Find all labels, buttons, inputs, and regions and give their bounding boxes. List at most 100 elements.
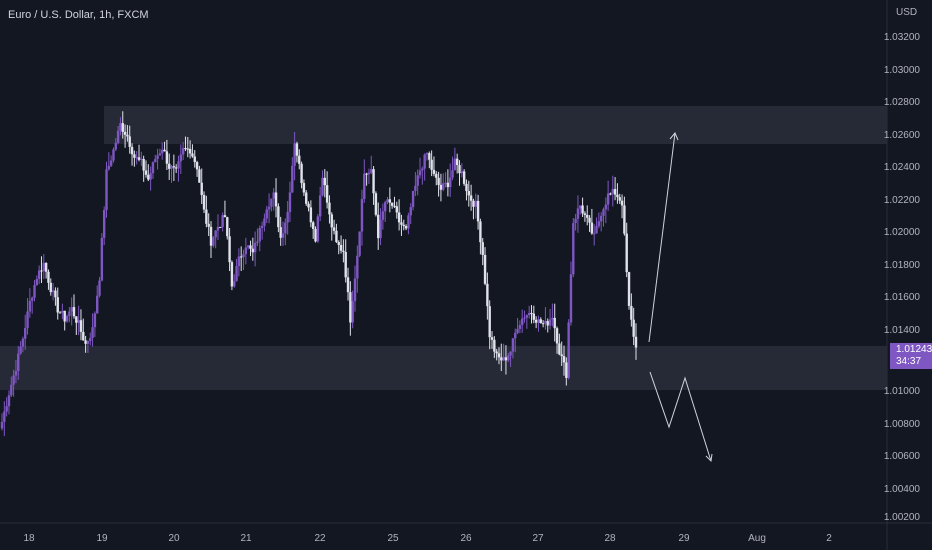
- candle-body: [116, 130, 120, 143]
- y-tick-label: 1.01800: [883, 260, 920, 271]
- candle-body: [579, 205, 582, 209]
- candle-body: [418, 170, 422, 176]
- candle-body: [479, 221, 482, 243]
- y-tick-label: 1.03200: [883, 32, 920, 43]
- candle-body: [28, 300, 32, 312]
- candle-body: [135, 157, 138, 159]
- candle-body: [316, 216, 320, 242]
- candle-body: [149, 173, 152, 180]
- candle-body: [613, 189, 617, 195]
- candle-body: [249, 245, 252, 249]
- candle-body: [65, 316, 69, 322]
- candle-body: [161, 149, 164, 154]
- candle-body: [251, 248, 255, 253]
- candle-body: [77, 320, 80, 323]
- candle-body: [253, 242, 257, 253]
- candle-body: [423, 154, 426, 169]
- candle-body: [337, 242, 340, 245]
- candle-body: [616, 194, 619, 198]
- candle-body: [323, 177, 327, 186]
- candle-body: [305, 192, 308, 204]
- candle-body: [342, 250, 345, 252]
- candle-body: [68, 311, 71, 317]
- y-tick-label: 1.03000: [883, 65, 920, 76]
- candle-body: [321, 177, 324, 196]
- x-tick-label: 19: [96, 533, 108, 544]
- candle-body: [274, 192, 278, 207]
- candle-body: [284, 222, 287, 234]
- candle-body: [611, 189, 614, 194]
- symbol-title[interactable]: Euro / U.S. Dollar, 1h, FXCM: [8, 9, 149, 21]
- x-tick-label: Aug: [748, 533, 766, 544]
- candle-body: [51, 290, 55, 293]
- candle-body: [328, 202, 331, 215]
- candle-body: [17, 353, 20, 372]
- candle-body: [451, 170, 454, 178]
- support-zone[interactable]: [0, 346, 887, 390]
- candle-body: [107, 165, 111, 170]
- candle-body: [507, 355, 510, 361]
- candle-body: [246, 245, 250, 248]
- candle-body: [437, 177, 440, 185]
- candle-body: [574, 218, 577, 224]
- projection-arrow-up[interactable]: [648, 132, 679, 343]
- candle-body: [58, 312, 62, 314]
- candle-body: [288, 192, 292, 212]
- candle-body: [277, 206, 280, 228]
- candle-body: [390, 202, 394, 206]
- candle-body: [581, 205, 584, 214]
- candle-body: [502, 357, 505, 361]
- candle-body: [133, 154, 136, 158]
- candle-body: [137, 157, 141, 160]
- candle-body: [44, 262, 48, 272]
- candle-body: [61, 310, 64, 313]
- projection-arrow-zigzag[interactable]: [649, 371, 713, 463]
- candle-body: [281, 233, 285, 238]
- candle-body: [260, 225, 264, 229]
- candle-body: [219, 226, 222, 228]
- candle-body: [493, 339, 496, 352]
- x-tick-label: 20: [168, 533, 180, 544]
- candle-body: [54, 290, 57, 298]
- resistance-zone[interactable]: [104, 106, 887, 144]
- candle-body: [214, 230, 217, 238]
- candle-body: [400, 222, 403, 225]
- candle-body: [179, 154, 183, 162]
- candle-body: [567, 322, 570, 378]
- candle-body: [198, 169, 201, 183]
- candle-body: [625, 233, 628, 273]
- candle-body: [388, 199, 392, 203]
- candle-body: [562, 356, 566, 363]
- candle-body: [597, 221, 601, 227]
- candle-body: [488, 306, 491, 338]
- candle-body: [430, 159, 433, 170]
- candle-body: [7, 395, 11, 407]
- candle-body: [467, 191, 470, 196]
- candle-body: [548, 319, 552, 326]
- candle-body: [119, 123, 122, 131]
- y-tick-label: 1.00600: [883, 451, 920, 462]
- candle-body: [112, 149, 115, 161]
- candle-body: [228, 236, 231, 263]
- candle-body: [311, 222, 315, 229]
- candle-body: [544, 321, 547, 324]
- candle-body: [483, 254, 487, 284]
- candle-body: [532, 313, 536, 320]
- candle-body: [527, 312, 531, 316]
- candle-body: [490, 337, 494, 340]
- candle-body: [476, 200, 480, 222]
- candle-body: [551, 317, 554, 320]
- candle-body: [335, 230, 338, 243]
- candle-body: [372, 169, 375, 194]
- candle-body: [96, 295, 99, 314]
- candle-body: [486, 283, 489, 307]
- candle-body: [151, 162, 155, 174]
- candle-body: [511, 338, 515, 352]
- candle-body: [279, 227, 282, 238]
- candle-body: [606, 193, 610, 205]
- candle-body: [123, 131, 127, 135]
- candle-body: [202, 194, 206, 210]
- candle-body: [47, 271, 50, 283]
- y-tick-label: 1.00400: [883, 484, 920, 495]
